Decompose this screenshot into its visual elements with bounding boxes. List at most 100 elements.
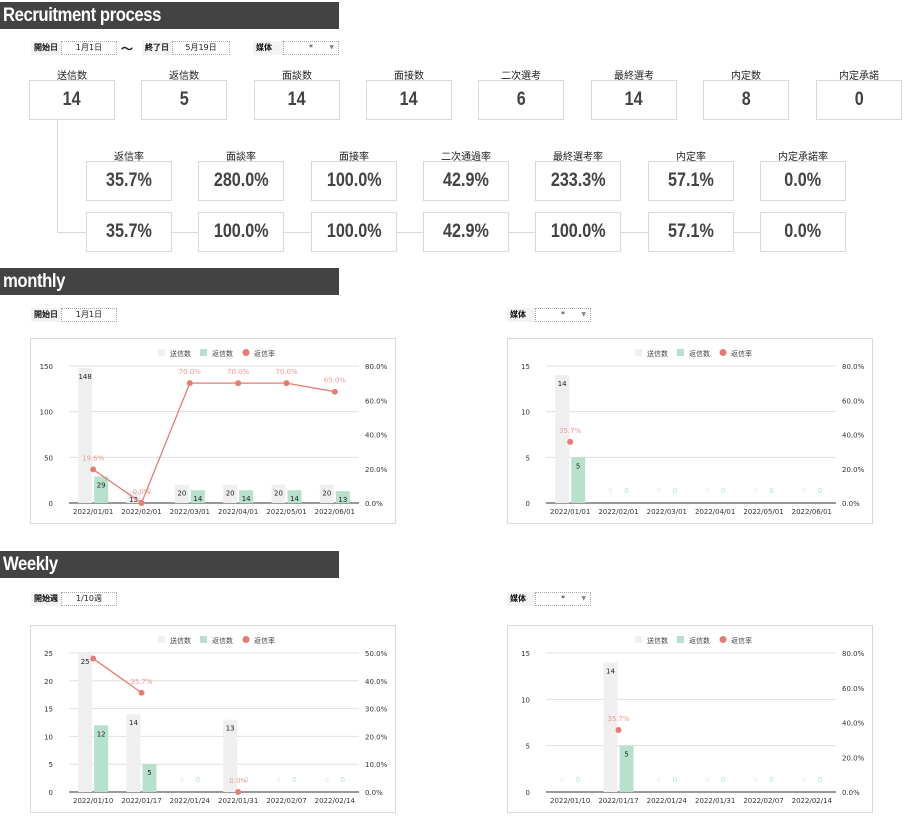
count-value-box: 0: [816, 80, 902, 120]
monthly-media-select[interactable]: * ▼: [535, 308, 591, 322]
section-title: monthly: [3, 271, 65, 292]
connector-line: [57, 232, 87, 233]
x-tick-label: 2022/01/10: [550, 797, 590, 805]
count-value: 14: [400, 89, 418, 110]
y-tick-label: 0: [526, 500, 530, 508]
bar-label-sent: 0: [276, 776, 280, 784]
connector-line: [621, 232, 648, 233]
cumulative-rate-box: 57.1%: [648, 212, 734, 252]
weekly-media-select[interactable]: * ▼: [535, 592, 591, 606]
weekly-start-input[interactable]: 1/10週: [61, 592, 117, 606]
rate-label: 0.0%: [133, 488, 151, 496]
rate-label: 35.7%: [559, 427, 582, 435]
bar-reply: [239, 490, 254, 503]
monthly-media-label: 媒体: [507, 308, 535, 322]
bar-label-sent: 0: [753, 487, 757, 495]
bar-label-reply: 0: [576, 776, 580, 784]
bar-label-sent: 0: [705, 776, 709, 784]
bar-label-sent: 0: [802, 776, 806, 784]
y-tick-label: 15: [521, 363, 530, 371]
rate-label: 19.6%: [82, 454, 105, 462]
bar-label-reply: 0: [292, 776, 296, 784]
x-tick-label: 2022/01/24: [170, 797, 211, 805]
legend-label-sent: 送信数: [170, 636, 191, 645]
monthly-start-label: 開始日: [31, 308, 61, 322]
count-value: 14: [288, 89, 306, 110]
monthly-start-input[interactable]: 1月1日: [61, 308, 117, 322]
y-tick-label: 5: [49, 761, 53, 769]
x-tick-label: 2022/04/01: [695, 508, 735, 516]
legend-swatch-sent: [158, 636, 165, 643]
bar-label-reply: 0: [147, 487, 151, 495]
bar-label-sent: 0: [560, 776, 564, 784]
end-date-label: 終了日: [142, 41, 172, 55]
bar-label-reply: 0: [673, 776, 677, 784]
monthly-media-filter: 媒体 * ▼: [507, 308, 591, 322]
y2-tick-label: 20.0%: [842, 466, 865, 474]
y2-tick-label: 0.0%: [842, 789, 860, 797]
y2-tick-label: 20.0%: [842, 754, 865, 762]
bar-label-reply: 0: [769, 487, 773, 495]
end-date-filter: 終了日 5月19日: [142, 41, 230, 55]
legend-label-rate: 返信率: [254, 349, 275, 358]
x-tick-label: 2022/01/31: [695, 797, 735, 805]
count-value: 6: [516, 89, 526, 110]
cumulative-rate-value: 100.0%: [213, 221, 269, 242]
bar-label-reply: 0: [721, 776, 725, 784]
bar-label-reply: 0: [721, 487, 725, 495]
bar-sent: [271, 484, 286, 503]
legend-swatch-reply: [677, 636, 684, 643]
rate-label: 面談率: [226, 152, 256, 163]
y-tick-label: 15: [44, 706, 53, 714]
bar-sent: [78, 653, 93, 792]
legend-label-reply: 返信数: [689, 349, 710, 358]
chart-legend: 送信数 返信数 返信率: [158, 349, 275, 358]
legend-label-rate: 返信率: [254, 636, 275, 645]
rate-point: [235, 380, 242, 387]
legend-swatch-rate: [242, 349, 250, 356]
start-date-filter: 開始日 1月1日: [31, 41, 117, 55]
rate-point: [331, 388, 338, 395]
start-date-label: 開始日: [31, 41, 61, 55]
legend-swatch-sent: [158, 349, 165, 356]
count-label: 二次選考: [501, 71, 541, 82]
weekly-media-filter: 媒体 * ▼: [507, 592, 591, 606]
cumulative-rate-value: 35.7%: [106, 221, 152, 242]
bar-label-reply: 0: [196, 776, 200, 784]
bar-reply: [571, 457, 586, 503]
end-date-input[interactable]: 5月19日: [172, 41, 230, 55]
x-tick-label: 2022/01/01: [73, 508, 113, 516]
legend-swatch-reply: [200, 636, 207, 643]
x-tick-label: 2022/01/17: [598, 797, 638, 805]
x-tick-label: 2022/02/14: [315, 797, 356, 805]
start-date-input[interactable]: 1月1日: [61, 41, 117, 55]
x-tick-label: 2022/02/07: [743, 797, 783, 805]
x-tick-label: 2022/02/01: [598, 508, 638, 516]
media-filter: 媒体 * ▼: [253, 41, 339, 55]
rate-label: 70.0%: [179, 368, 202, 376]
count-label: 送信数: [57, 71, 87, 82]
cumulative-rate-box: 100.0%: [198, 212, 284, 252]
y-tick-label: 0: [49, 500, 53, 508]
connector-line: [57, 120, 58, 232]
rate-line: [92, 382, 335, 504]
bar-label-reply: 0: [818, 776, 822, 784]
x-tick-label: 2022/01/01: [550, 508, 590, 516]
rate-line: [92, 658, 142, 694]
rate-label: 65.0%: [324, 377, 347, 385]
rate-point: [283, 380, 290, 387]
monthly-start-filter: 開始日 1月1日: [31, 308, 117, 322]
y-tick-label: 25: [44, 650, 53, 658]
bar-sent: [319, 484, 334, 503]
rate-value: 0.0%: [784, 170, 822, 191]
chart-legend: 送信数 返信数 返信率: [635, 636, 752, 645]
count-value: 0: [854, 89, 864, 110]
cumulative-rate-value: 0.0%: [784, 221, 822, 242]
y-tick-label: 10: [521, 409, 530, 417]
monthly-all-chart: 送信数 返信数 返信率 0 50 100 150 0.0% 20.0% 40.0% 60.0% 80.…: [30, 338, 396, 524]
count-value-box: 8: [703, 80, 789, 120]
media-select[interactable]: * ▼: [283, 41, 339, 55]
monthly-media-chart: 送信数 返信数 返信率 0 5 10 15 0.0% 20.0% 40.0% 60.0% 80.0% 1…: [507, 338, 873, 524]
bar-label-reply: 0: [341, 776, 345, 784]
connector-line: [734, 232, 760, 233]
